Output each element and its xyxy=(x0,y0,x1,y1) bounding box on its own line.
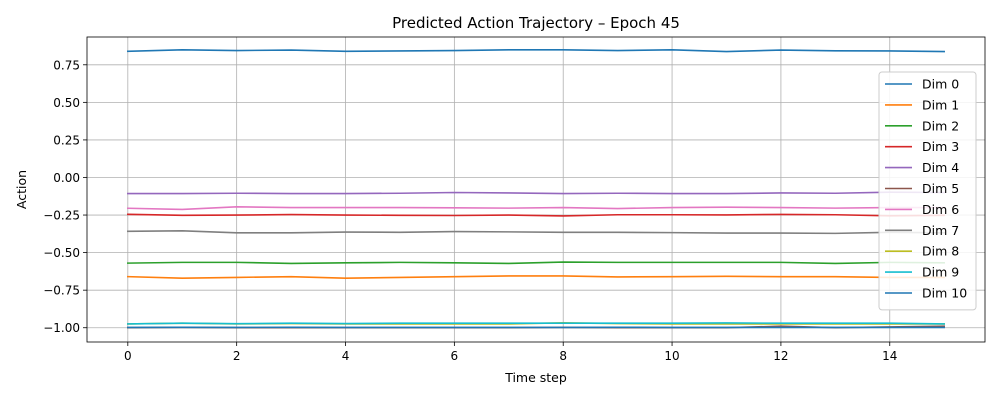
x-tick-label: 8 xyxy=(559,349,567,363)
legend-label-dim-9: Dim 9 xyxy=(922,265,959,280)
y-tick-label: 0.00 xyxy=(53,171,80,185)
legend-label-dim-3: Dim 3 xyxy=(922,139,959,154)
legend-label-dim-1: Dim 1 xyxy=(922,97,959,112)
y-tick-label: −0.25 xyxy=(43,209,80,223)
legend-label-dim-7: Dim 7 xyxy=(922,223,959,238)
x-tick-label: 4 xyxy=(342,349,350,363)
series-line-dim-9 xyxy=(128,323,944,324)
x-tick-label: 6 xyxy=(451,349,459,363)
y-tick-label: −0.50 xyxy=(43,246,80,260)
chart-title: Predicted Action Trajectory – Epoch 45 xyxy=(392,14,680,32)
x-tick-label: 10 xyxy=(664,349,679,363)
legend-label-dim-8: Dim 8 xyxy=(922,244,959,259)
x-tick-label: 12 xyxy=(773,349,788,363)
y-axis-label: Action xyxy=(14,170,29,209)
y-tick-label: 0.75 xyxy=(53,58,80,72)
legend: Dim 0 Dim 1 Dim 2 Dim 3 Dim 4 Dim 5 Dim 6 Dim 7… xyxy=(879,72,976,310)
legend-label-dim-0: Dim 0 xyxy=(922,77,959,92)
legend-label-dim-5: Dim 5 xyxy=(922,181,959,196)
y-tick-label: 0.25 xyxy=(53,133,80,147)
legend-label-dim-6: Dim 6 xyxy=(922,202,959,217)
y-tick-label: −0.75 xyxy=(43,284,80,298)
x-tick-label: 14 xyxy=(882,349,897,363)
x-axis-label: Time step xyxy=(504,370,567,385)
legend-label-dim-10: Dim 10 xyxy=(922,286,967,301)
plot-area xyxy=(87,37,985,342)
x-tick-label: 2 xyxy=(233,349,241,363)
y-tick-label: 0.50 xyxy=(53,96,80,110)
y-tick-label: −1.00 xyxy=(43,321,80,335)
x-tick-label: 0 xyxy=(124,349,132,363)
legend-label-dim-2: Dim 2 xyxy=(922,118,959,133)
legend-label-dim-4: Dim 4 xyxy=(922,160,959,175)
